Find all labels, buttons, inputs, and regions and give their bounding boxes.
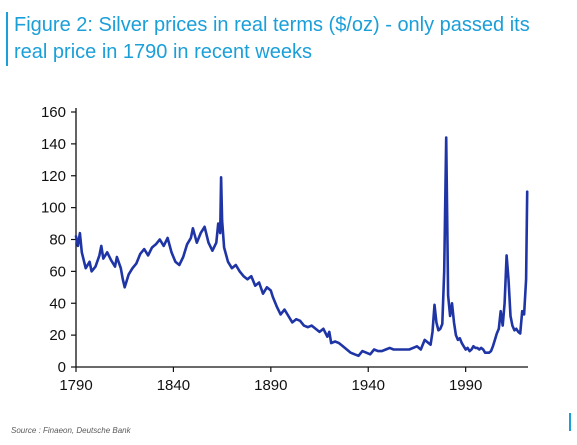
x-tick-label: 1940 <box>352 377 385 394</box>
y-tick-label: 100 <box>41 200 66 217</box>
chart-axes <box>75 108 528 368</box>
chart-title: Figure 2: Silver prices in real terms ($… <box>6 12 577 66</box>
y-tick-label: 160 <box>41 104 66 121</box>
chart-title-line-1: Figure 2: Silver prices in real terms ($… <box>14 14 530 36</box>
x-tick-label: 1890 <box>254 377 287 394</box>
x-tick-label: 1840 <box>157 377 190 394</box>
y-tick-label: 60 <box>49 263 66 280</box>
x-tick-label: 1990 <box>449 377 482 394</box>
y-tick-label: 40 <box>49 295 66 312</box>
x-tick-label: 1790 <box>59 377 92 394</box>
y-tick-label: 140 <box>41 136 66 153</box>
y-tick-label: 0 <box>58 359 66 376</box>
chart-ticks: 0 20 40 60 80 100 120 140 160 1790 1840 1890 1940 199… <box>41 104 482 394</box>
source-note: Source : Finaeon, Deutsche Bank <box>11 426 131 435</box>
corner-accent-mark <box>569 413 571 431</box>
chart-plot-area <box>74 136 529 358</box>
chart-title-line-2: real price in 1790 in recent weeks <box>14 41 312 63</box>
y-tick-label: 80 <box>49 232 66 249</box>
y-tick-label: 120 <box>41 168 66 185</box>
series-line-0 <box>74 136 529 358</box>
y-tick-label: 20 <box>49 327 66 344</box>
